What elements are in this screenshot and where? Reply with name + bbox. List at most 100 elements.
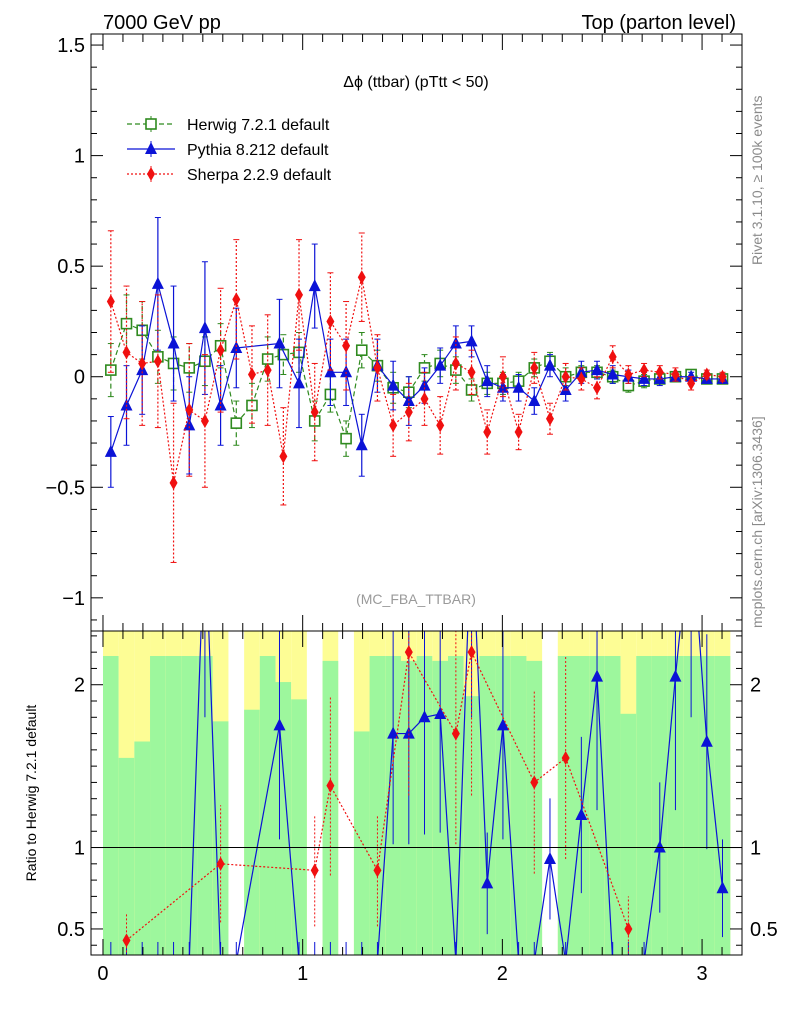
herwig-point [277,348,290,361]
ratio-bands [102,631,731,955]
sherpa-point [122,345,131,360]
sherpa-point [655,365,664,380]
sherpa-point [106,294,115,309]
pythia-point [685,369,698,382]
sherpa-point [420,391,429,406]
pythia-point [183,418,196,431]
ratio-panel: 0.5 0.5 1 1 2 2 0 1 2 3 Ratio to Herwig 7.2.1 de… [23,630,778,985]
sherpa-point [185,402,194,417]
pythia-point [591,363,604,376]
mcplots-reference-text: mcplots.cern.ch [arXiv:1306.3436] [749,416,765,628]
ratio-sherpa-point [624,921,633,936]
sherpa-point [702,367,711,382]
pythia-point [528,394,541,407]
series-herwig [105,294,729,457]
sherpa-point [389,418,398,433]
ratio-band-green [291,699,307,955]
ratio-pythia-point [543,851,556,864]
pythia-point [481,374,494,387]
y-tick-label: −0.5 [46,477,85,499]
sherpa-point [404,405,413,420]
y-tick-label: 0.5 [57,256,85,278]
y-tick-label: 1.5 [57,35,85,57]
x-tick-label: 0 [97,963,108,985]
plot-title: Δϕ (ttbar) (pTtt < 50) [343,74,488,91]
ratio-pythia-line [188,631,724,955]
sherpa-point [671,367,680,382]
pythia-point [214,398,227,411]
sherpa-point [577,371,586,386]
herwig-point [120,317,133,330]
y-tick-label: 1 [74,146,85,168]
ratio-pythia-point [700,734,713,747]
ratio-sherpa-point [216,856,225,871]
ratio-pythia-point [653,840,666,853]
ratio-y-tick-label-right: 0.5 [750,919,778,941]
sherpa-point [498,369,507,384]
main-data-layer [104,217,729,563]
header-right: Top (parton level) [581,12,736,34]
legend-label-herwig: Herwig 7.2.1 default [187,117,330,134]
pythia-point [449,336,462,349]
ratio-pythia-point [273,718,286,731]
main-panel: −1 −0.5 0 0.5 1 1.5 Δϕ (ttbar) (pTtt < 50) (M… [46,33,743,632]
ratio-pythia-point [402,726,415,739]
herwig-point [230,417,243,429]
pythia-point [606,367,619,380]
herwig-point [105,364,117,376]
pythia-point [151,276,164,289]
sherpa-point [545,411,554,426]
ratio-band-green [683,656,699,955]
sherpa-point [279,449,288,464]
sherpa-point [200,413,209,428]
pythia-point [293,376,306,389]
pythia-point [465,334,478,347]
watermark: (MC_FBA_TTBAR) [356,591,476,607]
ratio-band-green [259,656,276,955]
pythia-point [434,358,447,371]
legend-marker-pythia [145,142,157,154]
ratio-band-green [604,656,621,955]
pythia-point [273,336,286,349]
sherpa-point [640,363,649,378]
ratio-band-green [714,656,731,955]
ratio-band-green [369,656,386,955]
ratio-band-green [134,741,151,955]
ratio-y-tick-label-right: 2 [750,675,761,697]
ratio-band-green [510,656,527,955]
ratio-sherpa-point [404,645,413,660]
pythia-point [324,365,337,378]
sherpa-point [263,363,272,378]
sherpa-point [608,349,617,364]
x-tick-label: 3 [696,963,707,985]
herwig-point [355,344,368,356]
sherpa-point [247,367,256,382]
sherpa-point [483,425,492,439]
ratio-band-green [448,656,464,955]
ratio-series-group [110,631,729,955]
ratio-series-pythia [110,631,729,955]
pythia-point [355,438,368,451]
ratio-band-green [636,656,652,955]
ratio-y-tick-label: 0.5 [57,919,85,941]
sherpa-point [169,475,178,490]
ratio-pythia-point [575,807,588,820]
ratio-ylabel: Ratio to Herwig 7.2.1 default [23,705,39,882]
sherpa-point [451,356,460,371]
ratio-band-green [102,656,119,955]
ratio-band-green [244,709,260,955]
legend-marker-sherpa [147,167,155,181]
ratio-band-green [463,696,480,955]
series-sherpa [106,230,727,563]
sherpa-point [373,360,382,375]
ratio-y-tick-label-right: 1 [750,838,761,860]
ratio-band-green [353,731,370,955]
legend-marker-herwig [145,118,157,130]
rivet-version-text: Rivet 3.1.10, ≥ 100k events [749,95,765,265]
main-y-axis: −1 −0.5 0 0.5 1 1.5 [46,34,742,631]
herwig-point [340,432,352,445]
ratio-x-axis: 0 1 2 3 [97,631,723,985]
legend: Herwig 7.2.1 default Pythia 8.212 default… [127,116,332,184]
y-tick-label: −1 [62,588,85,610]
